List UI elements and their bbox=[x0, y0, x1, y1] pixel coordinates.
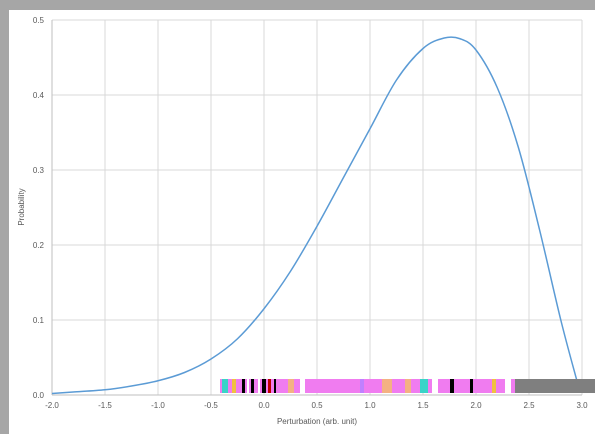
y-tick-label: 0.3 bbox=[33, 166, 45, 175]
artifact-block bbox=[420, 379, 428, 393]
x-tick-label: -2.0 bbox=[45, 401, 59, 410]
artifact-block bbox=[300, 379, 305, 393]
axes bbox=[51, 20, 582, 396]
artifact-block bbox=[268, 379, 271, 393]
y-tick-label: 0.5 bbox=[33, 16, 45, 25]
x-tick-label: -0.5 bbox=[204, 401, 218, 410]
artifact-block bbox=[242, 379, 245, 393]
x-tick-label: 1.0 bbox=[364, 401, 376, 410]
x-tick-label: 0.5 bbox=[311, 401, 323, 410]
artifact-block bbox=[222, 379, 228, 393]
corrupted-strip bbox=[220, 379, 595, 393]
artifact-block bbox=[247, 379, 249, 393]
x-tick-label: -1.0 bbox=[151, 401, 165, 410]
y-tick-label: 0.4 bbox=[33, 91, 45, 100]
x-tick-label: -1.5 bbox=[98, 401, 112, 410]
artifact-block bbox=[432, 379, 438, 393]
artifact-block bbox=[274, 379, 276, 393]
artifact-gray-band bbox=[515, 379, 595, 393]
x-tick-label: 1.5 bbox=[417, 401, 429, 410]
series-layer bbox=[51, 36, 578, 395]
x-tick-label: 2.5 bbox=[523, 401, 535, 410]
artifact-block bbox=[450, 379, 454, 393]
artifact-block bbox=[492, 379, 496, 393]
artifact-block bbox=[470, 379, 473, 393]
gridlines bbox=[51, 19, 583, 396]
x-tick-label: 2.0 bbox=[470, 401, 482, 410]
y-tick-label: 0.0 bbox=[33, 391, 45, 400]
artifact-block bbox=[405, 379, 411, 393]
series-line bbox=[51, 36, 578, 395]
y-tick-label: 0.2 bbox=[33, 241, 45, 250]
artifact-block bbox=[360, 379, 364, 393]
artifact-block bbox=[382, 379, 392, 393]
tick-labels: -2.0 -1.5 -1.0 -0.5 0.0 0.5 1.0 1.5 2.0 2.5 3.0 0.0… bbox=[33, 16, 588, 410]
y-axis-title: Probability bbox=[17, 188, 26, 225]
x-tick-label: 0.0 bbox=[258, 401, 270, 410]
artifact-block bbox=[251, 379, 254, 393]
artifact-block bbox=[232, 379, 236, 393]
y-tick-label: 0.1 bbox=[33, 316, 45, 325]
x-axis-title: Perturbation (arb. unit) bbox=[277, 417, 357, 426]
x-tick-label: 3.0 bbox=[576, 401, 588, 410]
artifact-block bbox=[258, 379, 260, 393]
artifact-block bbox=[505, 379, 511, 393]
artifact-block bbox=[262, 379, 266, 393]
artifact-block bbox=[288, 379, 294, 393]
